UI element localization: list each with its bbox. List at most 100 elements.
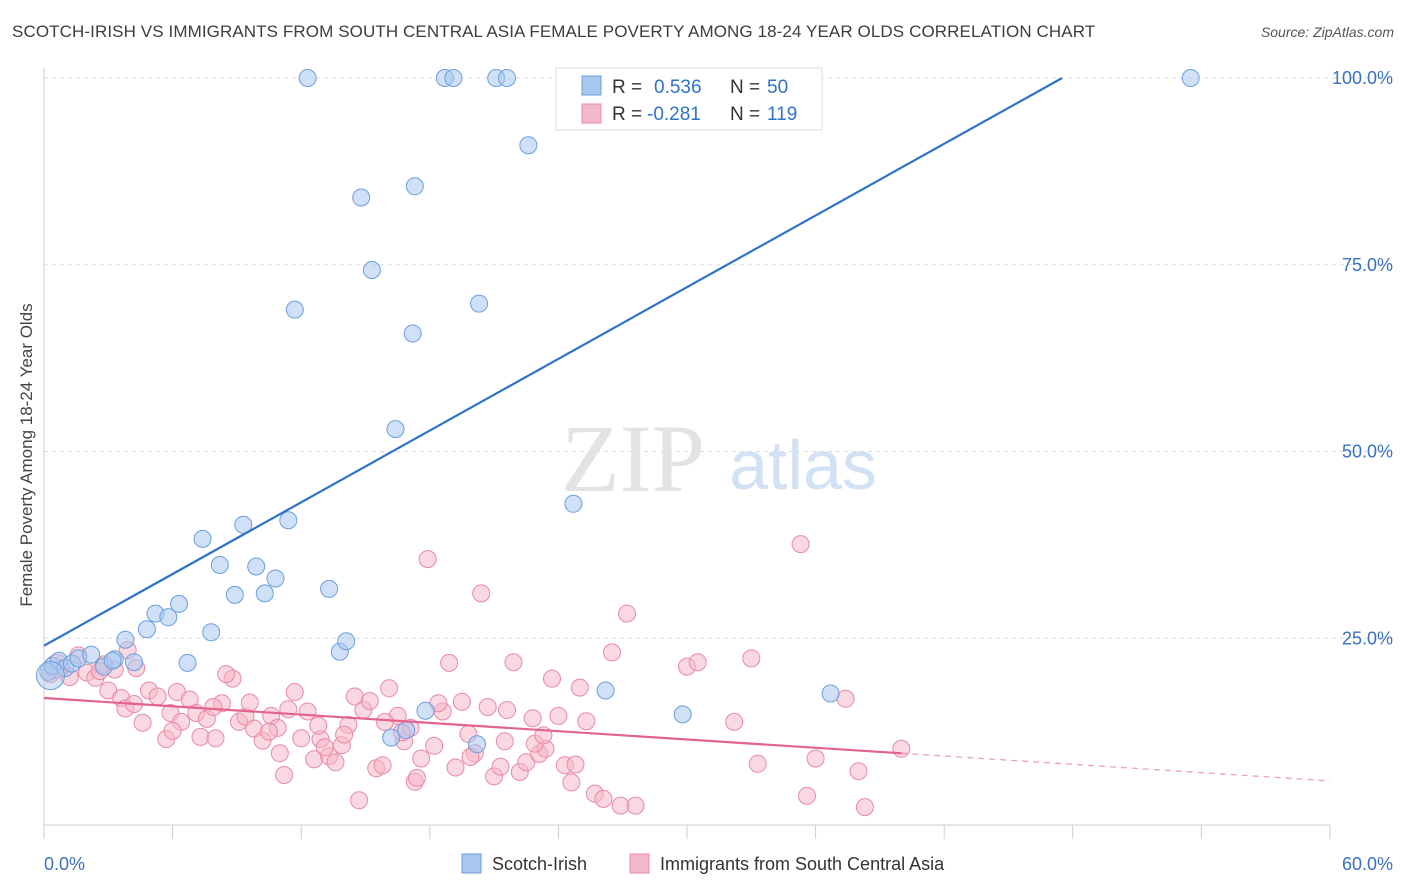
point-immigrants-84: [618, 604, 636, 623]
point-scotch-irish-38: [416, 701, 435, 720]
point-scotch-irish-27: [298, 69, 317, 87]
x-tick-label-max: 60.0%: [1342, 854, 1393, 874]
point-immigrants-68: [504, 653, 523, 672]
point-immigrants-95: [855, 798, 874, 817]
point-scotch-irish-46: [564, 494, 583, 513]
point-immigrants-58: [440, 653, 459, 672]
point-immigrants-59: [446, 758, 465, 777]
source-label: Source: ZipAtlas.com: [1260, 24, 1394, 40]
point-scotch-irish-32: [362, 261, 381, 279]
point-scotch-irish-36: [403, 324, 422, 343]
point-immigrants-40: [326, 753, 345, 772]
point-immigrants-78: [570, 678, 589, 697]
point-immigrants-83: [611, 796, 630, 815]
point-scotch-irish-6: [82, 645, 101, 664]
stats-r-value-2: -0.281: [647, 104, 701, 125]
point-immigrants-93: [806, 749, 825, 768]
y-tick-labels: 25.0% 50.0% 75.0% 100.0%: [1332, 68, 1393, 648]
point-immigrants-77: [562, 773, 581, 792]
point-immigrants-97: [892, 739, 911, 758]
point-scotch-irish-33: [382, 728, 401, 747]
point-scotch-irish-20: [225, 585, 244, 604]
point-scotch-irish-10: [103, 651, 122, 670]
point-immigrants-60: [452, 692, 471, 711]
point-immigrants-48: [373, 756, 392, 775]
point-immigrants-67: [498, 701, 516, 719]
point-immigrants-113: [217, 665, 236, 684]
watermark: ZIP atlas: [561, 405, 877, 512]
point-immigrants-81: [594, 789, 613, 808]
point-scotch-irish-45: [519, 136, 538, 155]
point-scotch-irish-17: [193, 529, 212, 548]
point-immigrants-85: [626, 796, 645, 815]
point-scotch-irish-11: [125, 653, 143, 672]
x-tick-label-min: 0.0%: [44, 854, 85, 874]
point-scotch-irish-12: [137, 620, 156, 639]
point-immigrants-100: [204, 698, 223, 716]
point-immigrants-12: [133, 713, 152, 732]
point-scotch-irish-23: [255, 584, 274, 603]
point-scotch-irish-28: [320, 579, 339, 598]
legend-swatch-scotch-irish: [461, 853, 482, 874]
point-scotch-irish-14: [159, 608, 178, 627]
point-scotch-irish-19: [210, 556, 229, 574]
stats-n-value-1: 50: [767, 77, 788, 98]
point-immigrants-54: [412, 749, 431, 768]
point-immigrants-117: [407, 768, 426, 787]
y-axis-title: Female Poverty Among 18-24 Year Olds: [17, 303, 36, 606]
trend-lines: [43, 77, 1331, 782]
point-immigrants-21: [191, 727, 210, 746]
point-immigrants-74: [543, 669, 561, 688]
point-immigrants-71: [523, 709, 542, 728]
point-scotch-irish-cluster: [35, 661, 65, 691]
point-immigrants-79: [577, 712, 596, 731]
point-scotch-irish-18: [202, 623, 221, 642]
point-immigrants-66: [491, 757, 510, 776]
point-immigrants-102: [260, 722, 278, 741]
point-immigrants-63: [472, 584, 491, 603]
trend-line-immigrants: [43, 696, 902, 755]
legend-label-immigrants: Immigrants from South Central Asia: [660, 854, 945, 874]
point-immigrants-101: [240, 693, 259, 712]
point-scotch-irish-9: [116, 630, 135, 649]
point-immigrants-87: [688, 653, 707, 672]
point-scotch-irish-24: [266, 569, 285, 588]
point-immigrants-114: [270, 744, 289, 763]
point-immigrants-49: [380, 679, 399, 698]
point-scotch-irish-31: [352, 188, 371, 207]
point-scotch-irish-47: [596, 681, 615, 700]
point-scotch-irish-25: [279, 511, 298, 530]
point-immigrants-35: [292, 729, 311, 748]
point-immigrants-110: [566, 755, 585, 774]
point-immigrants-75: [549, 706, 568, 725]
stats-n-value-2: 119: [767, 104, 797, 125]
point-immigrants-70: [517, 753, 536, 772]
trend-line-scotch-irish: [43, 77, 1063, 647]
stats-r-label-1: R =: [612, 77, 642, 98]
stats-swatch-blue: [581, 75, 602, 96]
point-scotch-irish-40: [444, 69, 463, 87]
point-scotch-irish-37: [405, 177, 424, 196]
point-scotch-irish-16: [178, 653, 197, 672]
point-immigrants-36: [298, 702, 317, 721]
point-immigrants-91: [791, 535, 810, 554]
point-immigrants-14: [148, 687, 167, 706]
series-scotch-irish-points: [35, 69, 1200, 754]
legend-label-scotch-irish: Scotch-Irish: [492, 854, 587, 874]
stats-n-label-1: N =: [730, 77, 760, 98]
point-immigrants-94: [836, 689, 855, 708]
watermark-zip: ZIP: [561, 405, 705, 512]
point-immigrants-56: [425, 736, 444, 755]
point-scotch-irish-15: [170, 594, 188, 613]
point-immigrants-82: [603, 643, 621, 662]
stats-box: R = 0.536 N = 50 R = -0.281 N = 119: [555, 67, 823, 131]
stats-r-label-2: R =: [612, 104, 642, 125]
stats-r-value-1: 0.536: [654, 77, 702, 98]
point-immigrants-34: [285, 683, 304, 701]
point-immigrants-23: [206, 729, 225, 748]
series-immigrants-points: [41, 535, 911, 817]
y-tick-label-75: 75.0%: [1342, 255, 1393, 275]
point-immigrants-115: [315, 738, 334, 757]
point-scotch-irish-41: [468, 735, 486, 754]
